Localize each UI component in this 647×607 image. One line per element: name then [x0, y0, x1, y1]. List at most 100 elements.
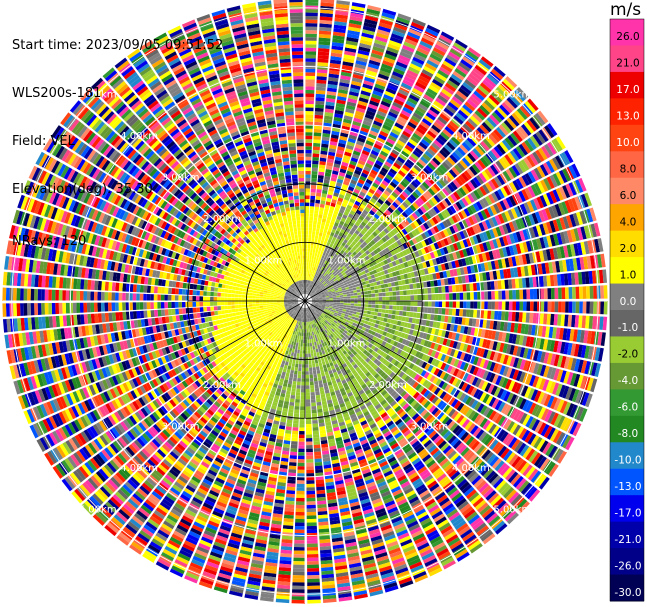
ppi-gate — [582, 286, 587, 299]
ppi-gate — [305, 0, 319, 3]
ppi-gate — [365, 162, 373, 169]
ppi-gate — [318, 37, 331, 42]
ppi-gate — [315, 271, 318, 276]
ppi-gate — [314, 387, 320, 392]
ppi-gate — [349, 198, 356, 204]
ppi-gate — [325, 222, 330, 228]
ppi-gate — [306, 290, 309, 295]
ppi-gate — [360, 294, 365, 298]
ppi-gate — [508, 290, 513, 300]
ppi-gate — [342, 214, 348, 220]
ppi-gate — [371, 307, 375, 312]
ppi-gate — [384, 90, 395, 98]
ppi-gate — [305, 353, 308, 358]
ppi-gate — [320, 196, 327, 202]
ppi-gate — [347, 29, 360, 36]
ppi-gate — [515, 289, 520, 300]
ppi-gate — [321, 140, 330, 145]
ppi-gate — [305, 286, 307, 291]
ppi-gate — [308, 266, 311, 270]
ppi-gate — [431, 307, 436, 314]
ppi-gate — [343, 115, 353, 121]
ppi-gate — [322, 251, 327, 256]
ppi-gate — [318, 44, 330, 49]
ppi-gate — [389, 301, 393, 305]
ppi-gate — [328, 148, 336, 153]
ppi-gate — [350, 179, 358, 185]
ppi-gate — [308, 273, 311, 277]
ppi-gate — [441, 308, 446, 315]
ppi-gate — [305, 395, 311, 400]
ppi-gate — [391, 29, 406, 38]
ppi-gate — [310, 335, 314, 340]
ppi-gate — [317, 51, 330, 56]
ppi-gate — [361, 149, 370, 156]
ppi-gate — [305, 16, 318, 20]
ppi-gate — [380, 127, 390, 135]
ppi-gate — [320, 225, 325, 230]
ppi-gate — [427, 307, 432, 314]
ppi-gate — [310, 195, 316, 200]
ppi-gate — [319, 207, 325, 212]
ppi-gate — [354, 63, 366, 70]
ppi-gate — [344, 47, 357, 53]
ppi-gate — [384, 53, 397, 61]
ppi-gate — [370, 52, 383, 60]
ppi-gate — [433, 314, 438, 321]
ppi-gate — [392, 305, 397, 310]
ppi-gate — [352, 172, 360, 179]
ppi-gate — [352, 311, 357, 315]
ppi-gate — [373, 285, 378, 290]
ppi-gate — [305, 339, 308, 344]
ppi-gate — [511, 311, 516, 322]
ppi-gate — [306, 321, 308, 326]
ppi-gate — [525, 312, 530, 323]
ppi-gate — [345, 144, 354, 151]
ppi-gate — [501, 311, 506, 321]
ppi-gate — [519, 301, 524, 311]
ppi-gate — [332, 297, 337, 300]
ppi-gate — [305, 251, 308, 256]
ppi-gate — [305, 350, 308, 354]
ppi-gate — [310, 349, 314, 354]
ppi-gate — [318, 214, 323, 219]
ppi-gate — [305, 357, 309, 361]
ppi-gate — [343, 211, 350, 217]
ppi-gate — [366, 159, 375, 166]
ppi-gate — [396, 301, 400, 306]
ppi-gate — [324, 115, 333, 121]
ppi-gate — [340, 298, 344, 301]
ppi-gate — [335, 10, 349, 16]
ppi-gate — [385, 296, 390, 301]
ppi-gate — [347, 167, 355, 173]
ppi-gate — [356, 56, 368, 63]
ppi-gate — [403, 301, 408, 306]
ppi-gate — [339, 78, 351, 84]
ppi-gate — [305, 423, 312, 428]
ppi-gate — [305, 111, 314, 115]
ppi-gate — [336, 99, 346, 105]
ppi-gate — [405, 284, 410, 290]
ppi-gate — [381, 97, 393, 105]
ppi-gate — [359, 156, 367, 163]
ppi-gate — [316, 268, 320, 272]
ppi-gate — [497, 311, 502, 321]
ppi-gate — [316, 228, 320, 233]
ppi-gate — [395, 291, 400, 296]
ppi-gate — [322, 233, 327, 238]
ppi-gate — [413, 301, 418, 307]
ppi-gate — [377, 284, 382, 289]
ppi-gate — [399, 295, 404, 301]
ppi-gate — [374, 83, 386, 91]
ppi-gate — [319, 228, 324, 233]
ppi-gate — [305, 19, 318, 24]
ppi-gate — [408, 28, 422, 37]
ppi-gate — [349, 87, 360, 94]
ppi-gate — [380, 313, 385, 318]
ppi-gate — [357, 49, 370, 56]
ppi-gate — [327, 190, 334, 196]
ppi-gate — [355, 166, 363, 172]
ppi-gate — [382, 124, 392, 132]
ppi-gate — [344, 177, 351, 183]
ppi-gate — [380, 66, 392, 74]
